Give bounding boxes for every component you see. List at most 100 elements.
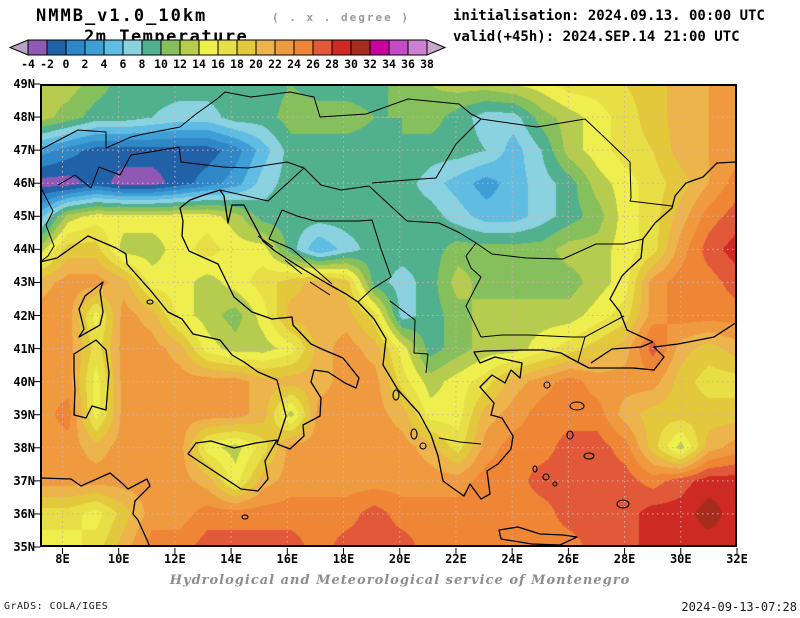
lon-tick-label: 10E xyxy=(107,552,130,566)
colorbar-tick-label: 4 xyxy=(101,57,108,71)
map-plot xyxy=(34,83,738,554)
colorbar-tick-label: -2 xyxy=(40,57,54,71)
colorbar-band xyxy=(236,39,257,56)
colorbar-band xyxy=(84,39,105,56)
colorbar-band xyxy=(141,39,162,56)
lon-tick-label: 14E xyxy=(220,552,242,566)
colorbar-tick-label: 34 xyxy=(382,57,396,71)
colorbar-tick-label: 2 xyxy=(82,57,89,71)
lon-tick-label: 32E xyxy=(726,552,748,566)
small-islands xyxy=(146,299,630,520)
colorbar-over-arrow xyxy=(426,39,447,56)
lon-tick-label: 8E xyxy=(55,552,70,566)
colorbar-tick-label: 12 xyxy=(173,57,187,71)
island-naxos xyxy=(542,473,550,481)
lon-tick-label: 28E xyxy=(613,552,636,566)
colorbar-band xyxy=(312,39,333,56)
lat-tick-label: 38N xyxy=(13,440,35,455)
island-zakynthos xyxy=(419,442,427,450)
island-corfu xyxy=(392,389,400,401)
lat-tick-label: 40N xyxy=(13,374,35,389)
lon-tick-label: 22E xyxy=(445,552,467,566)
colorbar-band xyxy=(46,39,67,56)
colorbar-band xyxy=(274,39,295,56)
island-sardinia xyxy=(73,339,110,419)
colorbar-tick-label: 10 xyxy=(154,57,168,71)
island-chios xyxy=(566,430,574,440)
lat-tick-label: 36N xyxy=(13,506,35,521)
colorbar-tick-label: 30 xyxy=(344,57,358,71)
colorbar-tick-label: 6 xyxy=(120,57,127,71)
colorbar-under-arrow xyxy=(8,39,29,56)
coast-north-africa xyxy=(39,472,151,548)
lon-tick-label: 26E xyxy=(557,552,580,566)
coast-italy xyxy=(39,189,360,450)
map-overlay xyxy=(34,83,738,554)
credit-line: Hydrological and Meteorological service … xyxy=(169,573,631,588)
colorbar-band xyxy=(388,39,409,56)
colorbar-band xyxy=(103,39,124,56)
colorbar-band xyxy=(179,39,200,56)
island-corsica xyxy=(78,281,104,338)
lon-tick-label: 16E xyxy=(276,552,299,566)
lat-tick-label: 35N xyxy=(13,540,35,554)
colorbar-band xyxy=(217,39,238,56)
island-limnos xyxy=(543,381,551,389)
colorbar-band xyxy=(293,39,314,56)
island-kefalonia xyxy=(410,428,418,440)
islands-dalmatian xyxy=(257,235,331,296)
island-sicily xyxy=(187,439,278,492)
island-samos xyxy=(583,452,595,460)
colorbar-band xyxy=(331,39,352,56)
colorbar-tick-label: 36 xyxy=(401,57,415,71)
colorbar-band xyxy=(255,39,276,56)
lat-tick-label: 37N xyxy=(13,473,35,488)
island-rhodes xyxy=(616,499,630,509)
lat-tick-label: 43N xyxy=(13,275,35,290)
colorbar-band xyxy=(122,39,143,56)
run-info: initialisation: 2024.09.13. 00:00 UTC va… xyxy=(453,6,765,48)
colorbar-tick-label: 14 xyxy=(192,57,206,71)
island-malta xyxy=(241,514,249,520)
lat-tick-label: 41N xyxy=(13,341,35,356)
colorbar-tick-label: 24 xyxy=(287,57,301,71)
colorbar-tick-label: 26 xyxy=(306,57,320,71)
lon-tick-label: 20E xyxy=(388,552,411,566)
colorbar-band xyxy=(198,39,219,56)
colorbar-band xyxy=(27,39,48,56)
colorbar-tick-label: 16 xyxy=(211,57,225,71)
colorbar-band xyxy=(350,39,371,56)
lat-tick-label: 48N xyxy=(13,110,35,125)
coast-marmara-north xyxy=(590,341,654,364)
lon-tick-label: 12E xyxy=(164,552,186,566)
lon-tick-label: 24E xyxy=(501,552,523,566)
lat-tick-label: 45N xyxy=(13,209,35,224)
creation-timestamp: 2024-09-13-07:28 xyxy=(681,600,797,614)
valid-line: valid(+45h): 2024.SEP.14 21:00 UTC xyxy=(453,29,740,45)
colorbar-band xyxy=(407,39,428,56)
colorbar-tick-label: 8 xyxy=(139,57,146,71)
colorbar-tick-label: 18 xyxy=(230,57,244,71)
graticule-grid xyxy=(42,86,735,545)
grads-stamp: GrADS: COLA/IGES xyxy=(4,601,109,612)
lat-tick-label: 49N xyxy=(13,77,35,91)
colorbar-tick-label: 20 xyxy=(249,57,263,71)
lat-tick-label: 46N xyxy=(13,176,35,191)
model-note: ( . x . degree ) xyxy=(272,11,410,24)
init-line: initialisation: 2024.09.13. 00:00 UTC xyxy=(453,8,765,24)
colorbar-tick-label: 32 xyxy=(363,57,377,71)
map-frame xyxy=(40,84,737,547)
lon-tick-label: 18E xyxy=(332,552,355,566)
island-kos xyxy=(552,481,558,487)
colorbar-tick-label: 22 xyxy=(268,57,282,71)
country-borders xyxy=(39,91,673,374)
colorbar-band xyxy=(65,39,86,56)
lat-tick-label: 44N xyxy=(13,242,35,257)
colorbar-band xyxy=(369,39,390,56)
coast-corinth-gulf xyxy=(438,437,482,445)
model-title: NMMB_v1.0_10km xyxy=(36,6,208,26)
colorbar-tick-label: 38 xyxy=(420,57,434,71)
island-lesbos xyxy=(569,401,585,411)
island-crete xyxy=(498,526,578,546)
